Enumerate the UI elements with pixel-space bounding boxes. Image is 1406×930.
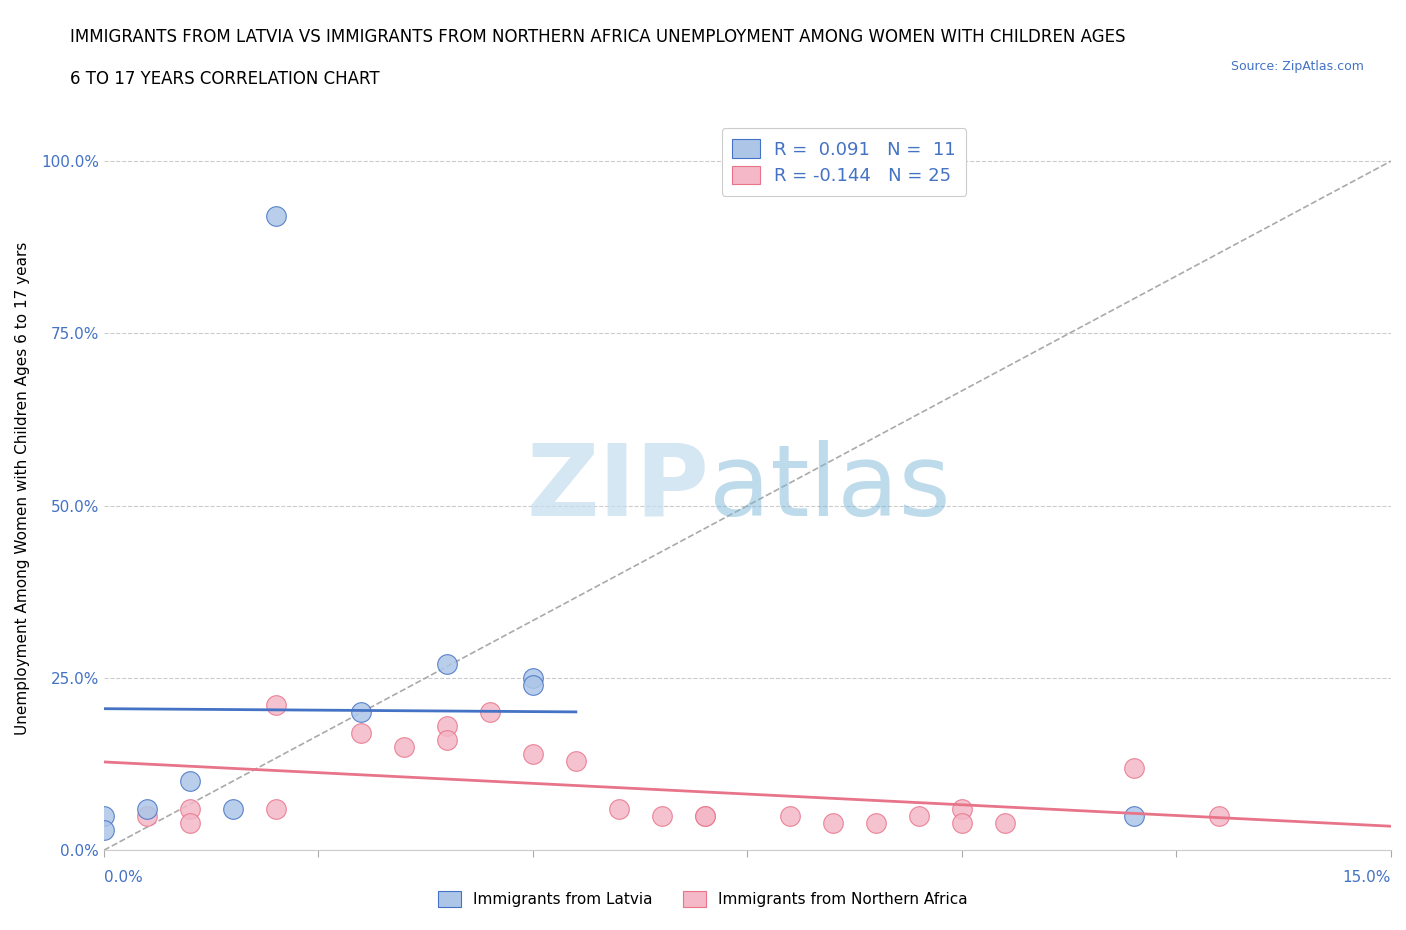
Point bbox=[1208, 808, 1230, 823]
Point bbox=[179, 816, 201, 830]
Point bbox=[994, 816, 1017, 830]
Point bbox=[693, 808, 716, 823]
Point bbox=[522, 746, 544, 761]
Point bbox=[179, 802, 201, 817]
Point bbox=[221, 802, 243, 817]
Point bbox=[522, 671, 544, 685]
Point bbox=[950, 816, 973, 830]
Point bbox=[565, 753, 588, 768]
Point bbox=[179, 774, 201, 789]
Text: 6 TO 17 YEARS CORRELATION CHART: 6 TO 17 YEARS CORRELATION CHART bbox=[70, 70, 380, 87]
Point bbox=[264, 698, 287, 713]
Point bbox=[823, 816, 845, 830]
Point bbox=[436, 733, 458, 748]
Text: IMMIGRANTS FROM LATVIA VS IMMIGRANTS FROM NORTHERN AFRICA UNEMPLOYMENT AMONG WOM: IMMIGRANTS FROM LATVIA VS IMMIGRANTS FRO… bbox=[70, 28, 1126, 46]
Point bbox=[135, 808, 157, 823]
Legend: Immigrants from Latvia, Immigrants from Northern Africa: Immigrants from Latvia, Immigrants from … bbox=[432, 884, 974, 913]
Point bbox=[1122, 808, 1144, 823]
Point bbox=[908, 808, 931, 823]
Text: 0.0%: 0.0% bbox=[104, 870, 143, 884]
Point bbox=[93, 822, 115, 837]
Point bbox=[135, 802, 157, 817]
Point bbox=[93, 808, 115, 823]
Point bbox=[436, 657, 458, 671]
Y-axis label: Unemployment Among Women with Children Ages 6 to 17 years: Unemployment Among Women with Children A… bbox=[15, 242, 30, 735]
Point bbox=[522, 677, 544, 692]
Point bbox=[950, 802, 973, 817]
Point bbox=[607, 802, 630, 817]
Text: 15.0%: 15.0% bbox=[1343, 870, 1391, 884]
Point bbox=[436, 719, 458, 734]
Point bbox=[1122, 760, 1144, 775]
Point bbox=[693, 808, 716, 823]
Point bbox=[651, 808, 673, 823]
Text: Source: ZipAtlas.com: Source: ZipAtlas.com bbox=[1230, 60, 1364, 73]
Legend: R =  0.091   N =  11, R = -0.144   N = 25: R = 0.091 N = 11, R = -0.144 N = 25 bbox=[721, 128, 966, 196]
Point bbox=[264, 208, 287, 223]
Point bbox=[350, 705, 373, 720]
Point bbox=[479, 705, 502, 720]
Point bbox=[350, 725, 373, 740]
Point bbox=[264, 802, 287, 817]
Text: ZIP: ZIP bbox=[526, 440, 709, 537]
Point bbox=[865, 816, 887, 830]
Point bbox=[779, 808, 801, 823]
Point bbox=[394, 739, 416, 754]
Text: atlas: atlas bbox=[709, 440, 950, 537]
